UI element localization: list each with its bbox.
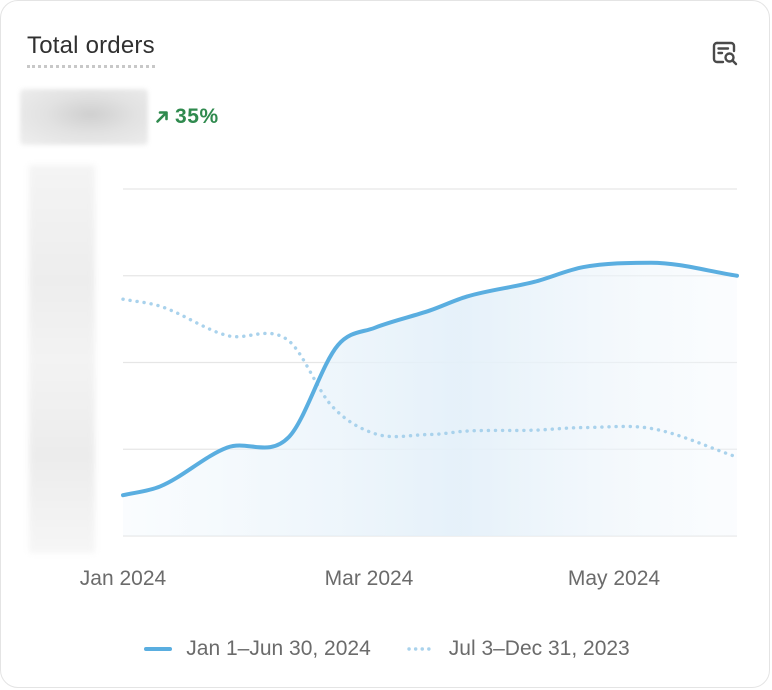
dotted-line-swatch <box>407 647 435 651</box>
x-tick-label: Mar 2024 <box>325 567 414 590</box>
delta-value: 35% <box>175 105 219 128</box>
y-axis-labels-redacted <box>29 165 95 553</box>
analyze-button[interactable] <box>707 35 743 71</box>
legend-item-comparison[interactable]: Jul 3–Dec 31, 2023 <box>407 637 630 661</box>
comparison-series-line <box>121 297 739 459</box>
total-value-redacted <box>20 89 148 145</box>
legend-item-primary[interactable]: Jan 1–Jun 30, 2024 <box>144 637 371 661</box>
search-icon <box>712 41 738 66</box>
primary-series-line <box>121 260 739 498</box>
x-tick-label: May 2024 <box>568 567 661 590</box>
solid-line-swatch <box>144 647 173 651</box>
legend-label-comparison: Jul 3–Dec 31, 2023 <box>448 637 630 660</box>
primary-series-area <box>123 262 737 536</box>
delta-badge: 35% <box>155 105 219 129</box>
x-tick-label: Jan 2024 <box>80 567 167 590</box>
card-title[interactable]: Total orders <box>27 31 155 68</box>
arrow-up-right-icon <box>156 111 168 123</box>
legend-label-primary: Jan 1–Jun 30, 2024 <box>186 637 371 660</box>
chart-legend: Jan 1–Jun 30, 2024 Jul 3–Dec 31, 2023 <box>1 637 772 661</box>
orders-line-chart: Jan 2024 Mar 2024 May 2024 <box>80 188 739 590</box>
